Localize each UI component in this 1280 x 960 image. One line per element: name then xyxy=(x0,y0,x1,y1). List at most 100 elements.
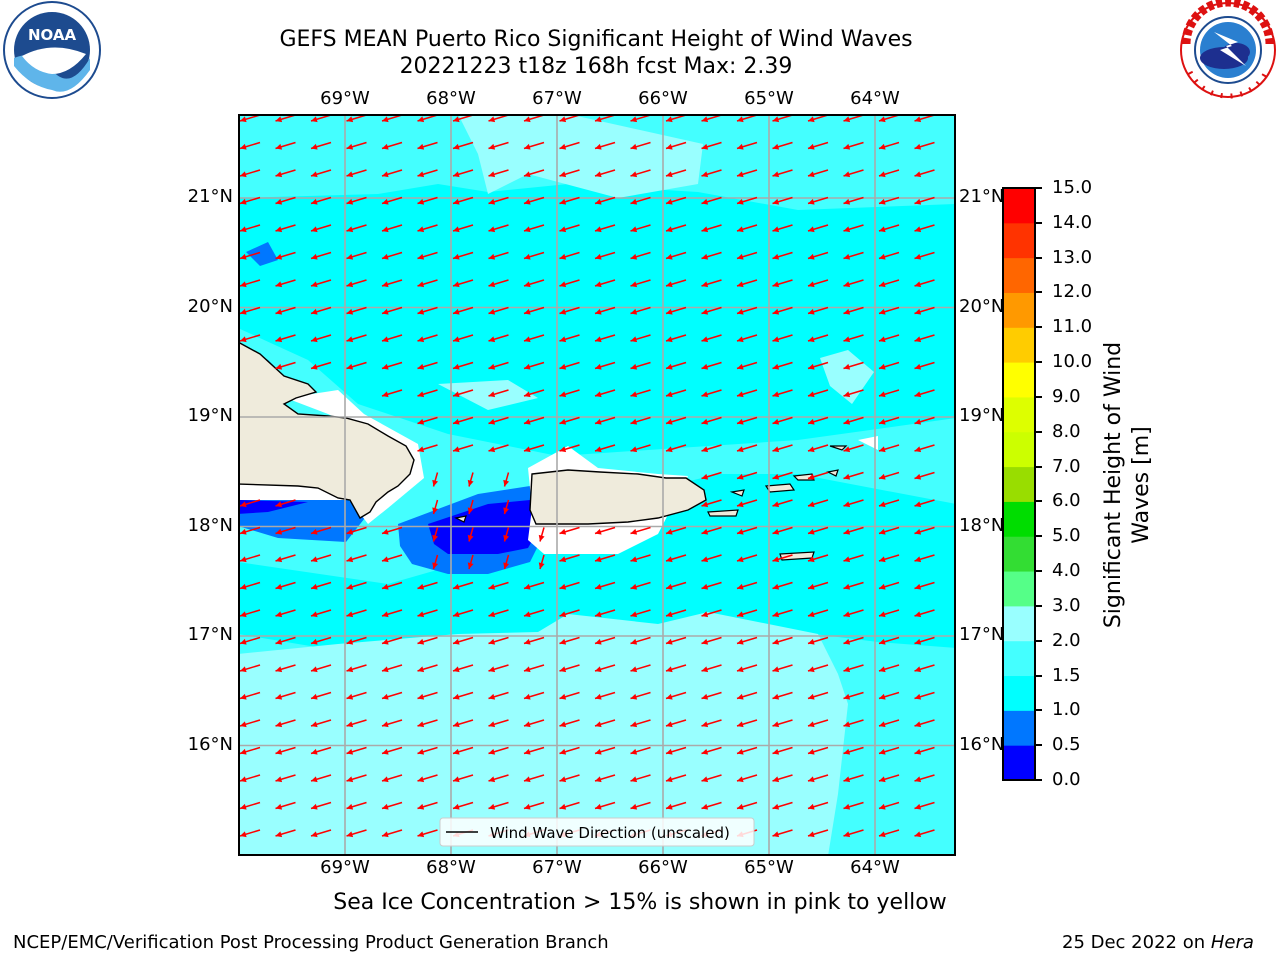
wind-arrow-209 xyxy=(736,389,758,398)
colorbar-cell-0 xyxy=(1003,745,1035,781)
wind-arrow-108 xyxy=(523,251,545,260)
wind-arrow-483 xyxy=(807,801,829,810)
wind-arrow-23 xyxy=(346,141,367,150)
footer-date-text: 25 Dec 2022 on xyxy=(1062,932,1211,953)
wind-arrow-254 xyxy=(914,471,935,480)
lat-tick-right-5: 16°N xyxy=(959,733,1005,755)
wind-arrow-37 xyxy=(843,141,864,150)
wind-arrow-413 xyxy=(452,719,474,728)
wind-arrow-191 xyxy=(665,361,687,370)
wind-arrow-97 xyxy=(843,224,864,233)
wind-arrow-486 xyxy=(914,801,935,810)
wind-arrow-406 xyxy=(914,691,935,700)
lon-tick-bottom-1: 68°W xyxy=(426,857,476,878)
wind-arrow-421 xyxy=(736,719,758,728)
wind-arrow-489 xyxy=(310,829,332,838)
colorbar-tick-mark-0 xyxy=(1035,779,1042,781)
colorbar-tick-mark-16 xyxy=(1035,221,1042,224)
wind-arrow-86 xyxy=(452,224,474,233)
wind-arrow-362 xyxy=(772,636,793,645)
lon-tick-top-3: 66°W xyxy=(638,88,688,109)
wind-arrow-224 xyxy=(736,416,758,425)
wind-arrow-255 xyxy=(239,499,261,508)
wind-arrow-305 xyxy=(878,554,900,563)
wind-arrow-58 xyxy=(878,169,900,178)
wind-arrow-342 xyxy=(772,609,793,618)
wind-arrow-446 xyxy=(914,746,935,755)
wind-arrow-259 xyxy=(503,499,510,515)
wind-arrow-375 xyxy=(523,664,545,673)
wind-arrow-98 xyxy=(878,224,900,233)
wind-arrow-330 xyxy=(346,609,367,618)
lon-tick-top-0: 69°W xyxy=(320,88,370,109)
wind-arrow-139 xyxy=(914,279,935,288)
wind-arrow-130 xyxy=(594,279,616,288)
wind-arrow-431 xyxy=(381,746,403,755)
wind-arrow-237 xyxy=(665,444,687,453)
wind-arrow-289 xyxy=(310,554,332,563)
lon-tick-bottom-3: 66°W xyxy=(638,857,688,878)
colorbar-tick-11: 9.0 xyxy=(1052,385,1081,407)
wind-arrow-471 xyxy=(381,801,403,810)
wind-arrow-368 xyxy=(275,664,296,673)
wind-arrow-158 xyxy=(878,306,900,315)
wind-arrow-153 xyxy=(701,306,722,315)
colorbar-tick-mark-6 xyxy=(1035,570,1042,573)
wind-arrow-409 xyxy=(310,719,332,728)
wind-arrow-134 xyxy=(736,279,758,288)
wind-arrow-381 xyxy=(736,664,758,673)
wind-arrow-201 xyxy=(452,389,474,398)
wind-arrow-146 xyxy=(452,306,474,315)
wind-arrow-53 xyxy=(701,169,722,178)
wind-arrow-314 xyxy=(488,581,509,590)
wind-arrow-439 xyxy=(665,746,687,755)
wind-arrow-468 xyxy=(275,801,296,810)
wind-arrow-272 xyxy=(432,527,439,542)
lon-tick-bottom-0: 69°W xyxy=(320,857,370,878)
wind-arrow-126 xyxy=(452,279,474,288)
wind-arrow-294 xyxy=(503,554,510,570)
wind-arrow-87 xyxy=(488,224,509,233)
wind-arrow-89 xyxy=(559,224,580,233)
colorbar-cell-7 xyxy=(1003,501,1035,537)
noaa-logo: NOAA xyxy=(3,1,101,99)
wind-arrow-161 xyxy=(275,334,296,343)
wind-arrow-440 xyxy=(701,746,722,755)
colorbar-tick-mark-14 xyxy=(1035,291,1042,294)
wind-arrow-239 xyxy=(736,444,758,453)
wind-arrow-222 xyxy=(665,416,687,425)
wind-arrow-450 xyxy=(346,774,367,783)
wind-arrow-324 xyxy=(843,581,864,590)
wind-arrow-101 xyxy=(275,251,296,260)
colorbar-cell-6 xyxy=(1003,536,1035,572)
wind-arrow-276 xyxy=(559,526,580,535)
wind-arrow-190 xyxy=(630,361,651,370)
wind-arrow-425 xyxy=(878,719,900,728)
wind-arrow-210 xyxy=(772,389,793,398)
wind-arrow-347 xyxy=(239,636,261,645)
wind-arrow-434 xyxy=(488,746,509,755)
wind-arrow-445 xyxy=(878,746,900,755)
wind-arrow-318 xyxy=(630,581,651,590)
wind-arrow-129 xyxy=(559,279,580,288)
wind-arrow-275 xyxy=(538,527,545,542)
wind-arrow-118 xyxy=(878,251,900,260)
wind-arrow-145 xyxy=(417,306,438,315)
wind-arrow-141 xyxy=(275,306,296,315)
wind-arrow-152 xyxy=(665,306,687,315)
wind-arrow-175 xyxy=(772,334,793,343)
wind-arrow-96 xyxy=(807,224,829,233)
wind-arrow-299 xyxy=(665,554,687,563)
wind-arrow-321 xyxy=(736,581,758,590)
wind-arrow-419 xyxy=(665,719,687,728)
wind-arrow-374 xyxy=(488,664,509,673)
wind-arrow-63 xyxy=(346,196,367,205)
colorbar-tick-8: 6.0 xyxy=(1052,490,1081,512)
wind-arrow-131 xyxy=(630,279,651,288)
lon-tick-top-1: 68°W xyxy=(426,88,476,109)
colorbar-cell-15 xyxy=(1003,222,1035,259)
wind-arrow-447 xyxy=(239,774,261,783)
wind-arrow-186 xyxy=(488,361,509,370)
wind-arrow-298 xyxy=(630,554,651,563)
wind-arrow-194 xyxy=(772,361,793,370)
